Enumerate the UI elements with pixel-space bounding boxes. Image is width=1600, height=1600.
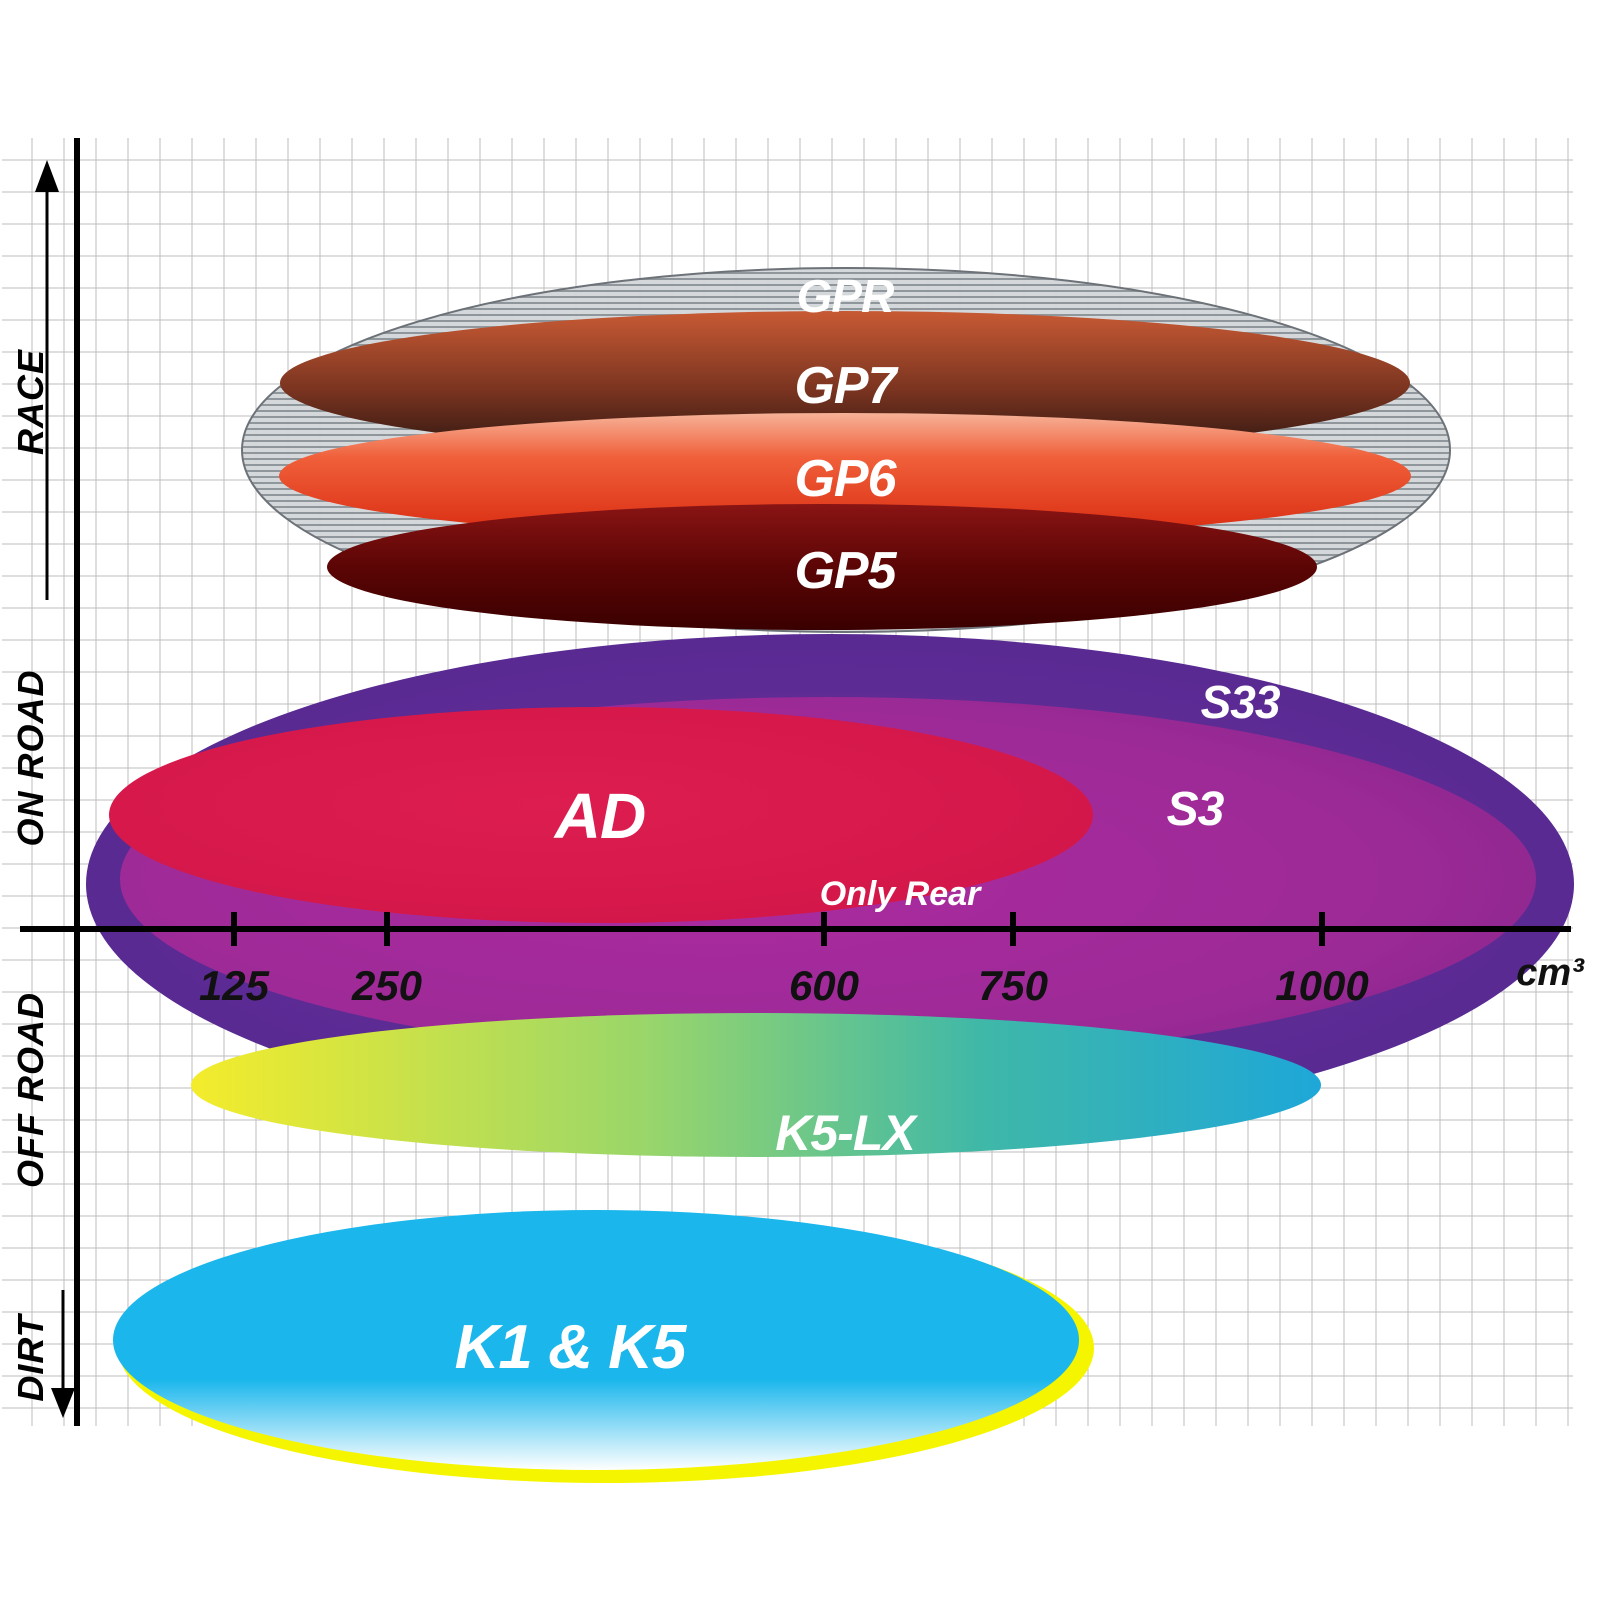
svg-text:GPR: GPR <box>797 270 894 322</box>
svg-text:AD: AD <box>553 780 645 852</box>
svg-text:ON ROAD: ON ROAD <box>10 670 51 847</box>
svg-text:OFF ROAD: OFF ROAD <box>10 992 51 1188</box>
svg-text:250: 250 <box>351 962 422 1009</box>
svg-text:600: 600 <box>789 962 859 1009</box>
svg-text:RACE: RACE <box>10 349 51 455</box>
svg-text:S33: S33 <box>1201 676 1281 728</box>
svg-text:DIRT: DIRT <box>10 1312 51 1401</box>
svg-text:S3: S3 <box>1167 783 1225 836</box>
svg-text:125: 125 <box>199 962 270 1009</box>
svg-text:K1 & K5: K1 & K5 <box>455 1313 688 1382</box>
svg-text:cm³: cm³ <box>1516 952 1585 994</box>
svg-text:K5-LX: K5-LX <box>775 1105 918 1161</box>
svg-text:GP7: GP7 <box>794 357 898 415</box>
svg-text:1000: 1000 <box>1275 962 1368 1009</box>
svg-text:GP5: GP5 <box>794 542 897 600</box>
svg-text:750: 750 <box>978 962 1048 1009</box>
svg-text:GP6: GP6 <box>794 450 897 508</box>
svg-text:Only Rear: Only Rear <box>820 875 982 913</box>
